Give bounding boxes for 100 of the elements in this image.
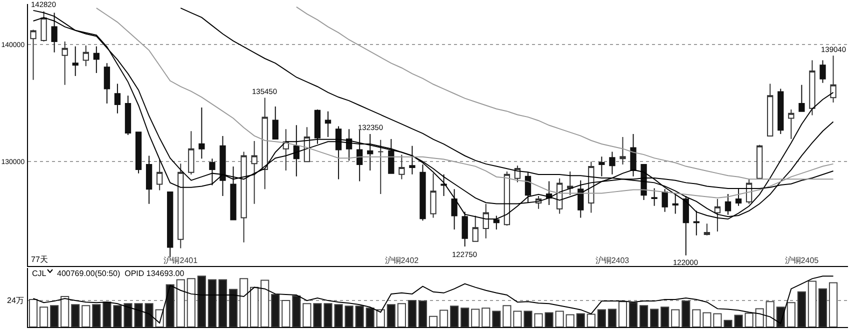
bar xyxy=(555,310,564,327)
candlestick xyxy=(314,108,321,144)
bar xyxy=(408,300,416,327)
bar xyxy=(450,306,459,327)
bar xyxy=(208,279,216,327)
bar xyxy=(260,280,270,327)
candlestick xyxy=(682,196,689,256)
candlestick xyxy=(767,83,774,137)
candlestick xyxy=(388,138,394,174)
bar xyxy=(797,291,806,327)
candlestick xyxy=(262,97,268,190)
bar xyxy=(28,299,38,327)
candlestick xyxy=(72,46,78,76)
bar xyxy=(628,302,638,327)
bar xyxy=(144,303,154,327)
bar xyxy=(282,300,290,327)
bar xyxy=(682,300,690,327)
bar xyxy=(786,302,796,327)
candlestick xyxy=(504,170,510,226)
bar xyxy=(428,316,438,327)
candlestick xyxy=(809,60,816,116)
candlestick xyxy=(756,144,763,180)
bar xyxy=(650,308,659,327)
candlestick xyxy=(524,172,532,204)
bar xyxy=(640,305,648,327)
candlestick xyxy=(146,155,152,204)
candlestick xyxy=(178,163,184,249)
candlestick xyxy=(124,95,132,136)
bar xyxy=(544,312,554,327)
candlestick xyxy=(240,151,247,243)
candlestick xyxy=(430,172,436,218)
bar xyxy=(502,305,512,327)
ref-line-label: 24万 xyxy=(7,296,24,305)
x-tick-label: 沪铜2403 xyxy=(595,256,630,265)
annotation: CJL xyxy=(32,269,47,278)
candlestick xyxy=(51,12,58,53)
bar xyxy=(71,304,80,327)
candlestick xyxy=(409,145,416,175)
candlestick xyxy=(398,154,405,180)
candlestick xyxy=(472,215,478,242)
bar xyxy=(344,306,354,327)
bar xyxy=(397,303,406,327)
candlestick xyxy=(220,136,226,197)
candlestick xyxy=(209,158,216,186)
annotation: 400769.00(50:50) OPID 134693.00 xyxy=(57,269,185,278)
candlestick xyxy=(135,132,142,174)
bar xyxy=(608,308,616,327)
bar xyxy=(828,282,838,327)
candlestick xyxy=(82,44,89,67)
candlestick xyxy=(598,156,605,177)
bar xyxy=(566,314,574,327)
bar xyxy=(440,310,448,327)
candlestick xyxy=(230,166,236,220)
candlestick xyxy=(440,174,447,197)
bar xyxy=(755,308,764,327)
x-tick-label: 沪铜2401 xyxy=(164,256,198,265)
candlestick xyxy=(40,10,47,42)
bar xyxy=(766,301,774,327)
candlestick xyxy=(188,130,194,175)
candlestick xyxy=(514,165,521,183)
candlestick xyxy=(335,126,342,180)
candlestick xyxy=(156,159,163,191)
candlestick xyxy=(62,41,68,86)
bar xyxy=(302,303,312,327)
bar xyxy=(818,288,828,327)
bar xyxy=(808,280,816,327)
bar xyxy=(702,312,712,327)
bar xyxy=(386,304,396,327)
candlestick xyxy=(735,188,742,206)
candlestick xyxy=(451,188,458,230)
bar xyxy=(218,279,228,327)
candlestick xyxy=(693,210,700,236)
x-tick-label: 沪铜2405 xyxy=(784,256,820,265)
candlestick xyxy=(630,134,636,177)
bar xyxy=(418,300,428,327)
candlestick xyxy=(820,60,826,84)
bar xyxy=(228,288,238,327)
bar xyxy=(197,276,206,327)
candlestick xyxy=(114,83,121,114)
bar xyxy=(492,310,501,327)
candlestick xyxy=(714,198,721,232)
bar xyxy=(250,286,259,327)
bar xyxy=(376,309,385,327)
bar xyxy=(166,284,174,327)
bar xyxy=(366,308,374,327)
candlestick xyxy=(493,215,500,230)
bar xyxy=(240,278,248,327)
candlestick xyxy=(462,211,468,248)
candlestick xyxy=(324,110,332,138)
candlestick xyxy=(378,139,384,195)
candlestick xyxy=(272,106,278,140)
bar xyxy=(744,312,754,327)
bar xyxy=(82,305,90,327)
bar xyxy=(597,309,606,327)
bar xyxy=(460,308,470,327)
candlestick xyxy=(798,84,805,112)
candlestick xyxy=(293,124,300,177)
candlestick xyxy=(356,130,363,182)
candlestick xyxy=(167,192,174,258)
candlestick xyxy=(420,164,426,222)
